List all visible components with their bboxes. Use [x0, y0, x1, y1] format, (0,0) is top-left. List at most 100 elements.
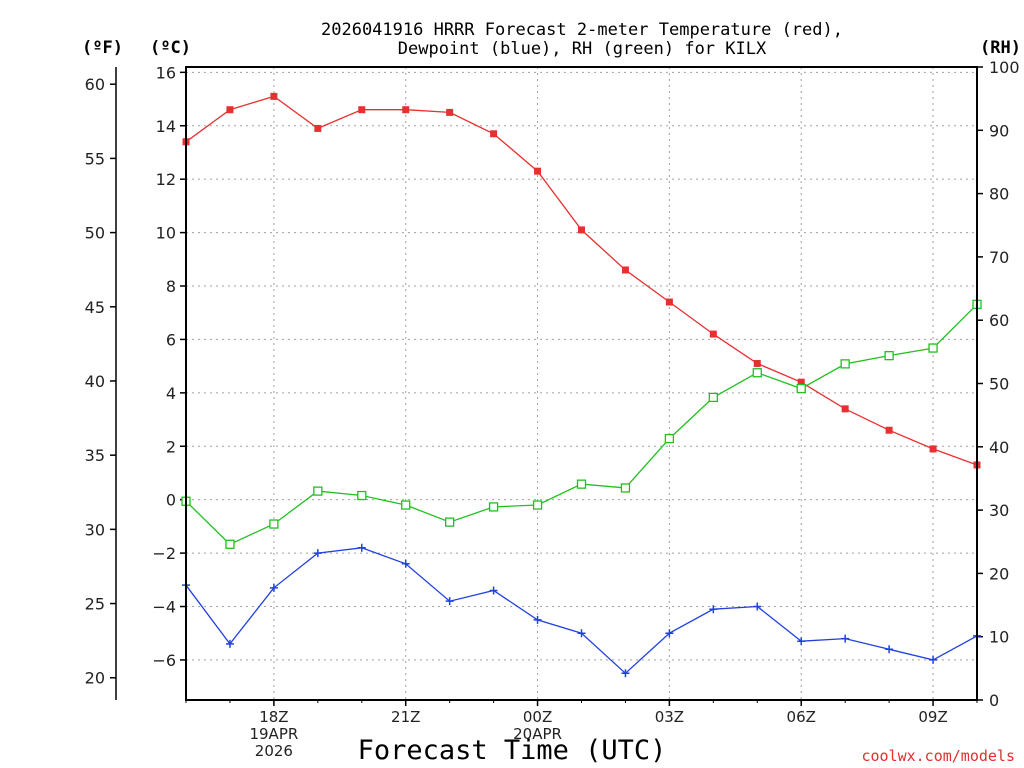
celsius-tick-label: −2 — [152, 544, 176, 563]
fahrenheit-tick-label: 35 — [85, 446, 105, 465]
rh-tick-label: 0 — [989, 691, 999, 710]
x-tick-label: 19APR — [249, 725, 298, 743]
chart-series — [181, 92, 982, 678]
celsius-tick-label: 6 — [166, 330, 176, 349]
plot-grid — [186, 67, 977, 700]
rh-tick-label: 100 — [989, 58, 1020, 77]
temperature-point — [402, 106, 410, 114]
temperature-point — [358, 106, 366, 114]
x-tick-label: 2026 — [255, 742, 293, 760]
temperature-point — [490, 130, 498, 138]
dewpoint-point — [929, 655, 938, 664]
temperature-point — [709, 330, 717, 338]
rh-point — [532, 500, 543, 510]
rh-unit-label: (RH) — [980, 38, 1021, 58]
x-tick-label: 20APR — [513, 725, 562, 743]
dewpoint-point — [753, 602, 762, 611]
temperature-point — [314, 124, 322, 132]
x-tick-label: 18Z — [259, 708, 288, 726]
temperature-point — [841, 405, 849, 413]
temperature-point — [226, 106, 234, 114]
dewpoint-point — [401, 559, 410, 568]
celsius-tick-label: 2 — [166, 437, 176, 456]
temperature-point — [885, 426, 893, 434]
rh-tick-label: 50 — [989, 375, 1009, 394]
dewpoint-point — [489, 586, 498, 595]
rh-point — [840, 359, 850, 369]
dewpoint-point — [885, 645, 894, 654]
temperature-point — [621, 266, 629, 274]
rh-point — [225, 539, 235, 549]
rh-point — [576, 479, 587, 489]
dewpoint-point — [709, 605, 718, 614]
fahrenheit-tick-label: 45 — [85, 298, 105, 317]
rh-point — [401, 500, 411, 510]
rh-point — [313, 486, 323, 496]
rh-point — [357, 490, 367, 501]
celsius-tick-label: 4 — [166, 384, 176, 403]
dewpoint-point — [577, 629, 586, 638]
fahrenheit-unit-label: (ºF) — [82, 38, 123, 58]
chart-title-line-1: 2026041916 HRRR Forecast 2-meter Tempera… — [321, 20, 843, 40]
temperature-point — [446, 108, 454, 116]
fahrenheit-tick-label: 40 — [85, 372, 105, 391]
temperature-point — [929, 445, 937, 453]
rh-tick-label: 40 — [989, 438, 1009, 457]
temperature-point — [753, 359, 761, 367]
celsius-tick-label: −4 — [152, 598, 176, 617]
temperature-point — [534, 167, 542, 175]
celsius-unit-label: (ºC) — [150, 38, 191, 58]
dewpoint-point — [313, 549, 322, 558]
celsius-tick-label: 16 — [156, 63, 176, 82]
dewpoint-line — [185, 547, 978, 675]
fahrenheit-tick-label: 30 — [85, 520, 105, 539]
rh-point — [488, 502, 499, 512]
dewpoint-point — [357, 543, 366, 552]
dewpoint-point — [533, 615, 542, 624]
temperature-point — [665, 298, 673, 306]
celsius-tick-label: 0 — [166, 491, 176, 510]
dewpoint-point — [621, 669, 630, 678]
dewpoint-point — [445, 597, 454, 606]
rh-tick-label: 20 — [989, 564, 1009, 583]
temperature-line — [185, 95, 978, 466]
celsius-tick-label: 8 — [166, 277, 176, 296]
rh-point — [269, 519, 279, 529]
x-tick-label: 06Z — [787, 708, 816, 726]
rh-point — [796, 383, 806, 394]
rh-point — [664, 433, 675, 444]
rh-point — [884, 350, 894, 361]
celsius-tick-label: 12 — [156, 170, 176, 189]
fahrenheit-tick-label: 60 — [85, 75, 105, 94]
dewpoint-point — [225, 639, 234, 648]
fahrenheit-tick-label: 50 — [85, 224, 105, 243]
temperature-point — [270, 92, 278, 100]
dewpoint-point — [665, 629, 674, 638]
x-axis-title: Forecast Time (UTC) — [358, 735, 667, 766]
chart-title-line-2: Dewpoint (blue), RH (green) for KILX — [398, 39, 767, 59]
rh-point — [620, 483, 631, 493]
rh-tick-label: 80 — [989, 185, 1009, 204]
temperature-point — [578, 226, 585, 234]
dewpoint-point — [797, 637, 806, 646]
rh-tick-label: 30 — [989, 501, 1009, 520]
chart-axes: 1614121086420−2−4−6605550454035302520100… — [85, 58, 1020, 760]
rh-point — [752, 368, 762, 378]
rh-point — [928, 343, 938, 353]
x-tick-label: 03Z — [655, 708, 684, 726]
celsius-tick-label: −6 — [152, 651, 176, 670]
celsius-tick-label: 14 — [156, 117, 176, 136]
x-tick-label: 09Z — [918, 708, 947, 726]
plot-frame — [185, 66, 978, 701]
fahrenheit-tick-label: 25 — [85, 595, 105, 614]
fahrenheit-tick-label: 55 — [85, 149, 105, 168]
rh-line — [185, 303, 978, 546]
watermark: coolwx.com/models — [861, 747, 1015, 765]
rh-tick-label: 90 — [989, 121, 1009, 140]
dewpoint-point — [269, 583, 278, 592]
rh-tick-label: 60 — [989, 311, 1009, 330]
dewpoint-point — [841, 634, 850, 643]
temperature-point — [797, 378, 805, 386]
x-tick-label: 00Z — [523, 708, 552, 726]
